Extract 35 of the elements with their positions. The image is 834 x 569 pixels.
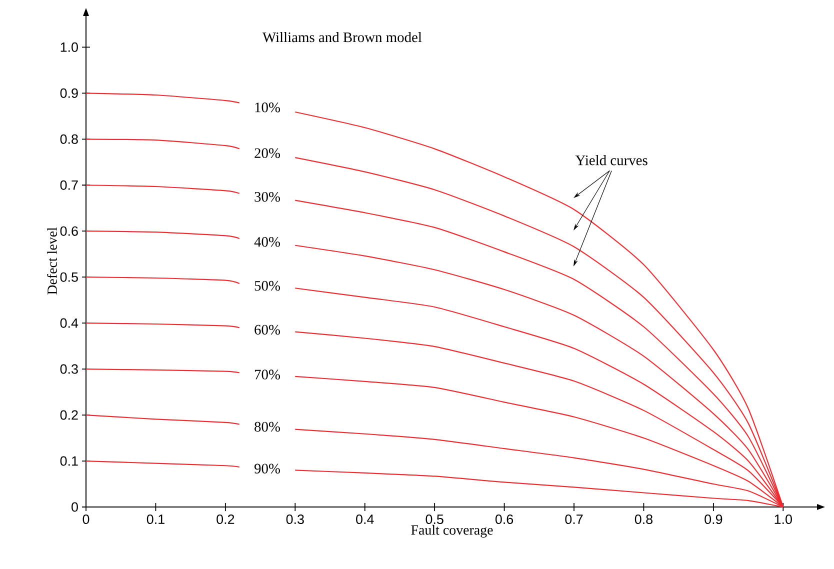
y-tick-label: 0.5: [60, 272, 78, 282]
y-tick-label: 0.2: [60, 410, 78, 420]
series-label: 50%: [254, 280, 280, 291]
y-tick-label: 0.8: [60, 134, 78, 144]
y-tick-label: 0.6: [60, 226, 78, 236]
series-label: 20%: [254, 148, 280, 158]
y-tick-label: 0: [72, 502, 78, 512]
annotation: Yield curves: [575, 155, 648, 166]
series-label: 30%: [254, 192, 280, 202]
x-tick-label: 0.8: [634, 514, 652, 524]
x-tick-label: 0.7: [565, 514, 583, 524]
x-tick-label: 0.4: [356, 514, 374, 524]
x-tick-label: 0.1: [146, 514, 164, 524]
x-tick-label: 0.3: [286, 514, 304, 524]
x-tick-label: 0.9: [704, 514, 722, 524]
y-tick-label: 0.3: [60, 364, 78, 374]
series-label: 70%: [254, 370, 280, 380]
y-tick-label: 0.9: [60, 88, 78, 98]
x-tick-label: 0: [82, 514, 90, 524]
y-tick-label: 0.7: [60, 180, 78, 190]
series-label: 60%: [254, 324, 280, 335]
text: Williams and Brown model: [262, 32, 422, 42]
x-tick-label: 0.2: [216, 514, 234, 524]
y-tick-label: 1.0: [60, 42, 78, 52]
x-axis-title: Fault coverage: [411, 524, 493, 538]
series-label: 90%: [254, 464, 280, 474]
y-tick-label: 0.4: [60, 318, 78, 328]
series-label: 80%: [254, 422, 280, 432]
x-tick-label: 1.0: [774, 514, 792, 524]
y-axis-title: Defect level: [46, 227, 57, 294]
series-label: 40%: [254, 237, 280, 247]
x-tick-label: 0.5: [426, 514, 444, 524]
y-tick-label: 0.1: [60, 456, 78, 466]
series-label: 10%: [255, 102, 280, 112]
x-tick-label: 0.6: [495, 514, 514, 524]
